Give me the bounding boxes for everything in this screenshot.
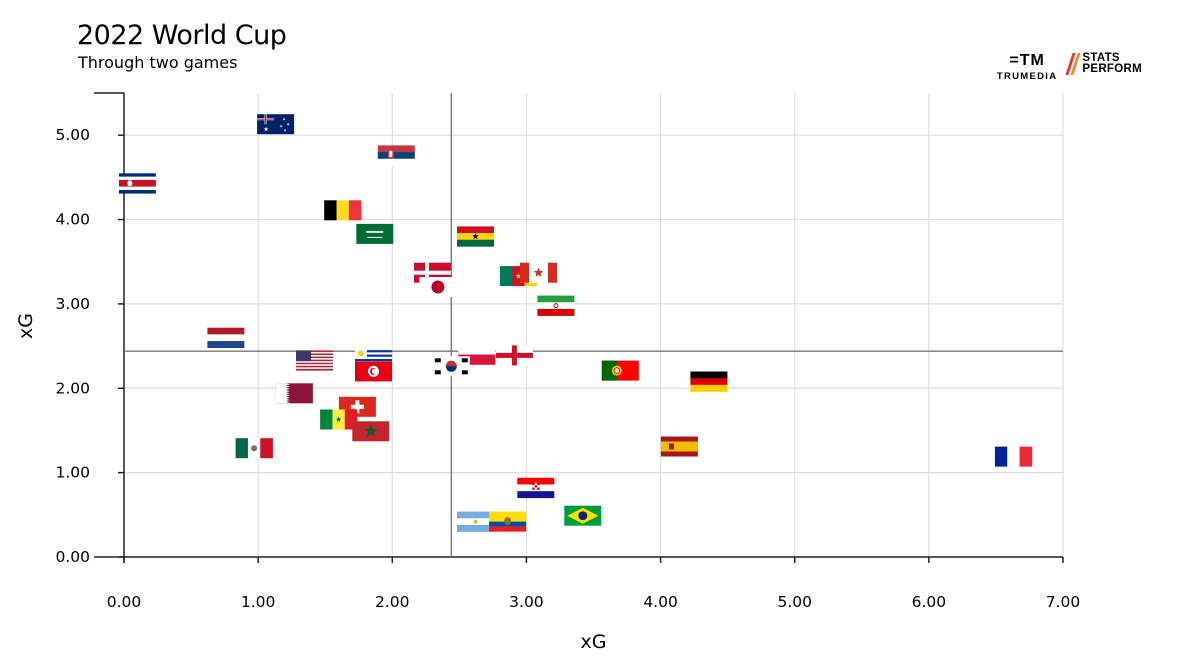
x-tick-label: 7.00 <box>1046 593 1081 611</box>
flag-marker-senegal: Senegal <box>320 409 358 430</box>
y-axis-label: xG <box>15 313 37 339</box>
trumedia-mark: =TM <box>1009 52 1045 69</box>
trumedia-name: TRUMEDIA <box>996 71 1058 82</box>
x-tick-label: 3.00 <box>509 593 544 611</box>
flag-marker-portugal: Portugal <box>601 360 639 381</box>
chart-title: 2022 World Cup <box>77 20 287 51</box>
flag-marker-germany: Germany <box>690 371 728 392</box>
x-tick-label: 0.00 <box>107 593 142 611</box>
grid <box>123 93 1064 558</box>
flag-marker-netherlands: Netherlands <box>207 327 245 348</box>
y-tick-label: 0.00 <box>55 548 90 566</box>
flag-marker-tunisia: Tunisia <box>355 361 392 382</box>
y-tick-label: 1.00 <box>55 464 90 482</box>
x-tick-label: 2.00 <box>375 593 410 611</box>
flag-marker-ecuador: Ecuador <box>489 511 527 532</box>
x-axis-label: xG <box>581 631 607 653</box>
flag-marker-canada: Canada <box>520 262 557 283</box>
flag-marker-belgium: Belgium <box>324 200 362 221</box>
flag-marker-qatar: Qatar <box>275 383 313 404</box>
flag-marker-south-korea: South Korea <box>432 356 470 377</box>
x-tick-label: 1.00 <box>241 593 276 611</box>
stats-perform-line1: STATS <box>1082 52 1120 64</box>
chart-subtitle: Through two games <box>78 53 238 72</box>
y-tick-label: 3.00 <box>55 295 90 313</box>
flag-marker-england: England <box>495 345 533 366</box>
logos: =TM TRUMEDIA STATS PERFORM <box>996 52 1142 83</box>
y-tick-label: 5.00 <box>55 126 90 144</box>
flag-marker-mexico: Mexico <box>235 438 273 459</box>
flag-markers: Australia Serbia Costa Rica BelgiumSaudi Ar… <box>118 114 1033 532</box>
flag-marker-argentina: Argentina <box>457 511 494 532</box>
stats-perform-logo: STATS PERFORM <box>1065 52 1142 75</box>
flag-marker-poland: Poland <box>458 344 496 365</box>
flag-marker-spain: Spain <box>660 436 698 457</box>
flag-marker-usa: USA <box>296 350 333 371</box>
flag-marker-iran: Iran <box>537 295 575 316</box>
y-tick-label: 4.00 <box>55 211 90 229</box>
trumedia-logo: =TM TRUMEDIA <box>996 52 1058 83</box>
flag-marker-croatia: Croatia <box>517 477 555 499</box>
flag-marker-serbia: Serbia <box>377 145 415 166</box>
flag-marker-costa-rica: Costa Rica <box>118 173 156 194</box>
flag-marker-france: France <box>994 446 1033 467</box>
x-tick-label: 6.00 <box>912 593 947 611</box>
reference-lines <box>124 93 1063 557</box>
x-tick-label: 5.00 <box>777 593 812 611</box>
flag-marker-brazil: Brazil <box>564 505 602 526</box>
flag-marker-australia: Australia <box>257 114 295 135</box>
flag-marker-saudi-arabia: Saudi Arabia <box>356 223 394 244</box>
axes: 0.00 1.00 2.00 3.00 4.00 5.00 6.00 7.00 0.00 1.00… <box>55 92 1081 611</box>
x-tick-label: 4.00 <box>643 593 678 611</box>
y-tick-label: 2.00 <box>55 379 90 397</box>
flag-marker-ghana: Ghana <box>457 226 494 247</box>
flag-marker-morocco: Morocco <box>352 421 390 442</box>
flag-marker-japan: Japan <box>419 277 457 297</box>
stats-perform-line2: PERFORM <box>1082 63 1142 75</box>
